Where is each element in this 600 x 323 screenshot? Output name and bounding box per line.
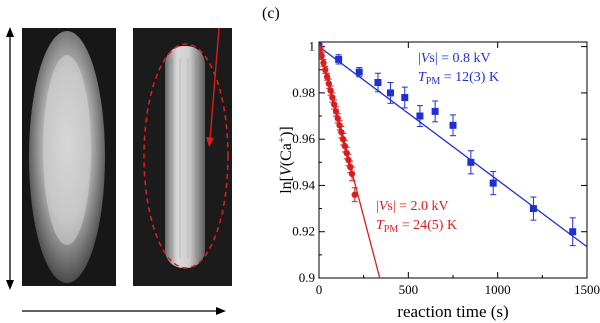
data-point [332, 108, 340, 115]
data-point [322, 66, 329, 73]
data-point [449, 121, 457, 129]
y-tick-label: 0.9 [299, 270, 315, 285]
dashed-ellipse-outline [143, 43, 229, 269]
blue-series-annotation: |Vs| = 0.8 kV TPM = 12(3) K [418, 51, 499, 87]
data-point [319, 45, 324, 53]
data-point [386, 89, 394, 97]
data-point [569, 228, 577, 236]
svg-text:TPM = 24(5) K: TPM = 24(5) K [376, 218, 457, 235]
data-point [334, 115, 341, 122]
data-point [327, 87, 334, 94]
data-point [529, 205, 537, 213]
data-point [351, 191, 358, 198]
panel-b-image [133, 27, 232, 286]
data-point [467, 158, 475, 166]
y-tick-label: 0.96 [292, 131, 315, 146]
x-tick-label: 1000 [485, 282, 511, 297]
red-series-annotation: |Vs| = 2.0 kV TPM = 24(5) K [376, 199, 457, 235]
data-point [335, 55, 343, 63]
panel-a-image [22, 28, 116, 286]
y-tick-label: 0.94 [292, 177, 315, 192]
fit-line [319, 46, 587, 248]
y-tick-label: 1 [309, 39, 316, 54]
svg-text:|Vs| = 0.8 kV: |Vs| = 0.8 kV [418, 51, 491, 66]
data-point [431, 107, 439, 115]
data-point [319, 52, 325, 60]
vertical-scale-arrow [6, 27, 14, 290]
data-point [489, 179, 497, 187]
data-point [325, 80, 333, 87]
x-tick-label: 0 [316, 282, 323, 297]
x-tick-label: 1500 [574, 282, 600, 297]
horizontal-scale-arrow [22, 307, 226, 315]
data-point [323, 73, 331, 80]
svg-text:|Vs| = 2.0 kV: |Vs| = 2.0 kV [376, 199, 449, 214]
y-axis-label: ln[V(Ca+)] [276, 126, 295, 194]
x-tick-label: 500 [399, 282, 419, 297]
y-tick-label: 0.92 [292, 224, 315, 239]
chart: 0 500 1000 1500 0.9 0.92 0.94 0.96 0.98 1 reactio… [276, 39, 600, 321]
data-point [320, 59, 327, 67]
panel-label: (c) [262, 5, 280, 22]
svg-text:TPM = 12(3) K: TPM = 12(3) K [418, 70, 499, 87]
data-point [374, 78, 382, 86]
data-point [401, 94, 409, 102]
data-point [416, 112, 424, 120]
x-axis-label: reaction time (s) [397, 302, 508, 321]
data-point [329, 94, 336, 101]
data-point [330, 101, 338, 108]
data-point [348, 170, 356, 178]
red-pointer-arrow [206, 27, 220, 147]
data-point [355, 68, 363, 76]
y-tick-label: 0.98 [292, 85, 315, 100]
